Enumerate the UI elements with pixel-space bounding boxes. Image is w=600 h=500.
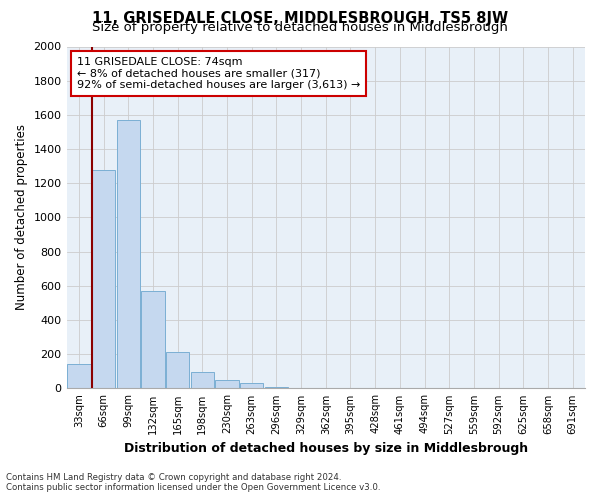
Bar	[265, 386, 288, 388]
Bar	[191, 372, 214, 388]
Bar	[67, 364, 91, 388]
Bar	[215, 380, 239, 388]
Y-axis label: Number of detached properties: Number of detached properties	[15, 124, 28, 310]
Text: 11 GRISEDALE CLOSE: 74sqm
← 8% of detached houses are smaller (317)
92% of semi-: 11 GRISEDALE CLOSE: 74sqm ← 8% of detach…	[77, 57, 360, 90]
Text: Contains HM Land Registry data © Crown copyright and database right 2024.
Contai: Contains HM Land Registry data © Crown c…	[6, 473, 380, 492]
Bar	[166, 352, 190, 389]
Text: Size of property relative to detached houses in Middlesbrough: Size of property relative to detached ho…	[92, 22, 508, 35]
Bar	[141, 291, 164, 388]
X-axis label: Distribution of detached houses by size in Middlesbrough: Distribution of detached houses by size …	[124, 442, 528, 455]
Bar	[240, 384, 263, 388]
Bar	[116, 120, 140, 388]
Text: 11, GRISEDALE CLOSE, MIDDLESBROUGH, TS5 8JW: 11, GRISEDALE CLOSE, MIDDLESBROUGH, TS5 …	[92, 11, 508, 26]
Bar	[92, 170, 115, 388]
